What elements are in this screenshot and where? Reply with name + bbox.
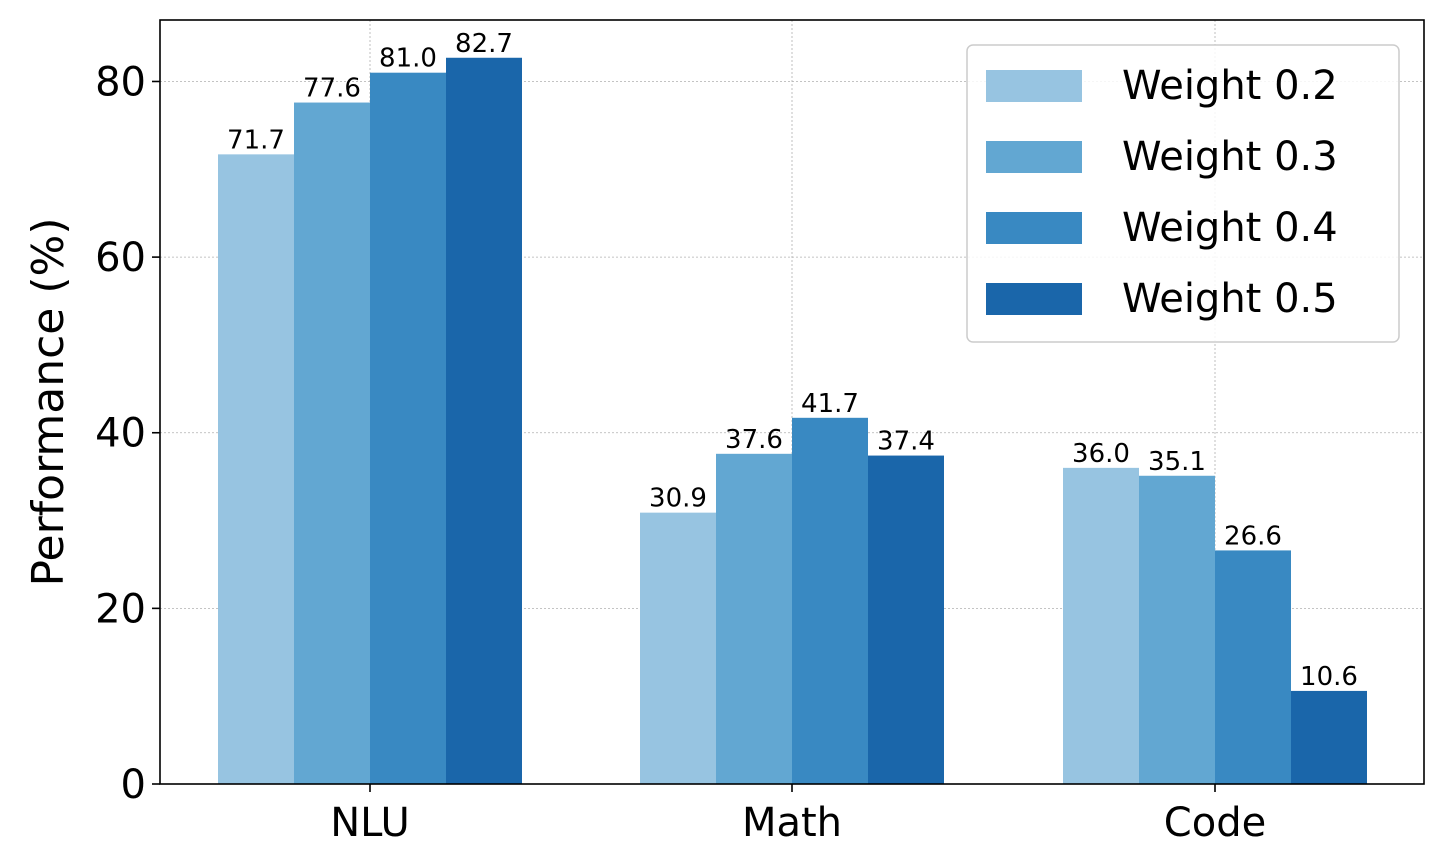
bar-value-label: 71.7 — [227, 125, 285, 155]
bar — [1063, 467, 1139, 784]
bar-value-label: 37.6 — [725, 425, 783, 455]
bars — [218, 57, 1367, 785]
x-tick-label: Code — [1164, 800, 1266, 846]
bar — [792, 417, 868, 784]
bar — [640, 512, 716, 784]
y-axis-label: Performance (%) — [23, 218, 74, 587]
bar — [1291, 690, 1367, 784]
bar-value-label: 81.0 — [379, 44, 437, 74]
legend-label: Weight 0.4 — [1122, 205, 1338, 251]
y-tick-label: 60 — [95, 235, 146, 281]
bar-value-label: 77.6 — [303, 74, 361, 104]
bar-value-label: 36.0 — [1072, 439, 1130, 469]
x-tick-label: NLU — [330, 800, 410, 846]
x-axis-ticks: NLU Math Code — [330, 784, 1266, 846]
bar — [218, 154, 294, 784]
bar-value-label: 10.6 — [1300, 662, 1358, 692]
bar — [1215, 550, 1291, 784]
bar — [294, 102, 370, 785]
legend-label: Weight 0.3 — [1122, 134, 1338, 180]
bar-value-label: 26.6 — [1224, 521, 1282, 551]
bar — [446, 57, 522, 784]
bar-value-label: 37.4 — [877, 427, 935, 457]
y-tick-label: 0 — [121, 762, 146, 808]
legend-swatch — [986, 283, 1082, 315]
legend-label: Weight 0.5 — [1122, 276, 1338, 322]
bar-value-label: 82.7 — [455, 29, 513, 59]
y-tick-label: 20 — [95, 586, 146, 632]
bar — [716, 453, 792, 784]
y-axis-ticks: 0 20 40 60 80 — [95, 59, 160, 808]
bar-value-label: 41.7 — [801, 389, 859, 419]
bar-value-label: 35.1 — [1148, 447, 1206, 477]
legend-label: Weight 0.2 — [1122, 63, 1338, 109]
x-tick-label: Math — [742, 800, 842, 846]
legend-swatch — [986, 212, 1082, 244]
bar — [868, 455, 944, 784]
bar-value-labels: 71.7 30.9 36.0 77.6 37.6 35.1 81.0 41.7 26.6 82.7… — [227, 29, 1358, 692]
legend-swatch — [986, 70, 1082, 102]
bar-value-label: 30.9 — [649, 484, 707, 514]
legend: Weight 0.2 Weight 0.3 Weight 0.4 Weight 0.5 — [966, 44, 1400, 343]
legend-box — [966, 44, 1400, 343]
legend-swatch — [986, 141, 1082, 173]
y-tick-label: 80 — [95, 59, 146, 105]
bar — [370, 72, 446, 785]
y-tick-label: 40 — [95, 411, 146, 457]
bar — [1139, 475, 1215, 784]
